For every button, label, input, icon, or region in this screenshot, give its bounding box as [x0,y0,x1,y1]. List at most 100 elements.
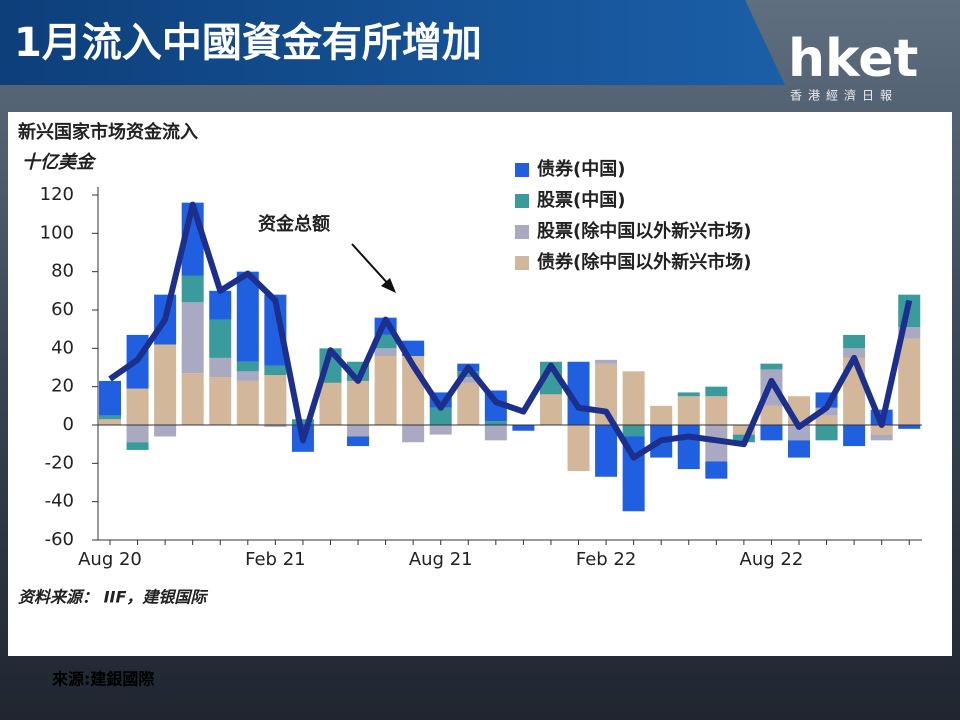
bar-segment [236,380,259,425]
chart-title: 新兴国家市场资金流入 [18,121,198,143]
arrow-head [381,278,396,293]
bar-segment [429,407,452,425]
bar-segment [402,425,425,443]
title-banner [0,0,785,85]
bar-segment [264,294,287,366]
bar-segment [705,461,728,479]
y-tick-label: -40 [45,491,74,512]
bar-segment [677,396,700,425]
bar-segment [99,419,121,425]
bar-segment [181,275,204,303]
bar-segment [209,290,232,320]
legend-swatch [515,225,529,239]
bar-segment [898,327,921,339]
bar-segment [429,425,452,435]
bar-segment [209,377,232,425]
bar-segment [677,425,700,470]
bar-segment [264,425,287,427]
x-tick-label: Aug 21 [409,549,473,570]
bar-segment [705,396,728,425]
bar-segment [760,405,783,425]
bar-segment [457,371,480,378]
legend-label: 股票(中国) [536,189,625,211]
bar-segment [512,425,535,431]
y-tick-label: 20 [51,376,74,397]
bar-segment [154,425,177,437]
bar-segment [126,442,149,450]
x-tick-label: Feb 22 [576,549,637,570]
bar-segment [870,425,893,435]
bar-segment [760,363,783,370]
y-tick-label: 80 [51,261,74,282]
x-tick-label: Aug 22 [740,549,804,570]
bar-segment [484,421,507,425]
bar-segment [843,425,866,447]
bar-segment [319,382,342,425]
y-tick-label: 40 [51,337,74,358]
y-tick-label: 0 [63,414,74,435]
bar-segment [181,373,204,425]
bar-segment [264,375,287,425]
legend-swatch [515,163,529,177]
legend-swatch [515,194,529,208]
bar-segment [539,394,562,425]
bar-segment [843,348,866,358]
annotation-arrow [351,243,391,287]
chart-source: 资料来源： IIF，建银国际 [18,588,208,607]
bar-segment [677,392,700,397]
x-tick-label: Aug 20 [78,549,142,570]
bar-segment [236,361,259,372]
bar-segment [898,425,921,429]
bar-segment [595,425,618,477]
annotation: 资金总额 [258,213,330,235]
bar-segment [374,356,397,425]
y-tick-label: 60 [51,299,74,320]
page-title: 1月流入中國資金有所增加 [14,20,482,66]
bar-segment [870,434,893,441]
bar-segment [760,425,783,441]
bar-segment [126,425,149,443]
bar-segment [622,425,645,437]
bar-segment [347,436,370,447]
bar-segment [126,388,149,425]
y-tick-label: -60 [45,529,74,550]
bar-segment [815,407,838,416]
bar-segment [99,380,121,416]
bar-segment [650,405,673,425]
bar-segment [457,382,480,425]
bar-segment [236,371,259,381]
logo: hket [788,29,918,89]
bar-segment [154,344,177,425]
bar-segment [705,386,728,397]
bar-segment [843,334,866,349]
legend-swatch [515,256,529,270]
bar-segment [99,415,121,420]
bar-segment [595,359,618,364]
y-tick-label: 120 [40,184,74,205]
bar-segment [815,415,838,425]
plot: -60 -40 -20 0 20 40 60 80 100 120 Aug 20 Feb 21 Aug … [40,158,922,570]
bar-segment [788,440,810,458]
bar-segment [181,302,204,374]
logo-sub: 香港經濟日報 [790,88,898,103]
bar-segment [209,357,232,378]
bar-segment [291,419,314,425]
legend-label: 债券(除中国以外新兴市场) [537,251,751,273]
bar-segment [264,365,287,376]
footer-source: 來源:建銀國際 [52,670,155,689]
y-axis-label: 十亿美金 [22,152,97,173]
total-line [108,201,913,461]
bar-segment [732,425,755,435]
bar-segment [484,425,507,441]
bar-segment [622,371,645,425]
bar-segment [457,377,480,383]
bar-segment [567,425,590,471]
x-tick-label: Feb 21 [245,549,306,570]
bar-segment [374,348,397,356]
y-tick-label: -20 [45,452,74,473]
legend-label: 股票(除中国以外新兴市场) [536,220,751,242]
bar-segment [347,380,370,425]
bar-segment [788,425,810,441]
